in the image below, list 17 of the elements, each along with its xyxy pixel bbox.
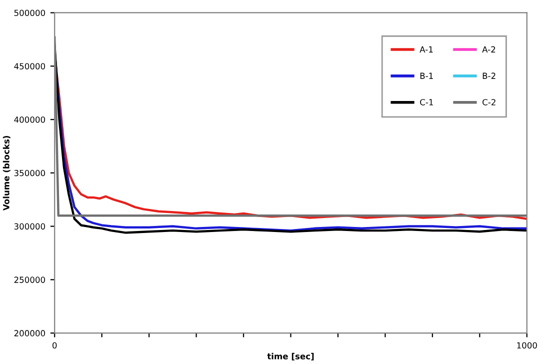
y-tick-label: 300000 [14,223,46,230]
y-tick-label: 500000 [14,10,46,16]
y-tick-label: 200000 [14,330,46,336]
y-tick-label: 250000 [14,276,46,283]
legend-label: A-1 [420,46,433,52]
y-tick-label: 350000 [14,170,46,176]
legend-label: B-1 [420,72,433,79]
legend-label: A-2 [482,46,496,52]
y-tick-label: 400000 [14,116,46,123]
legend-label: C-1 [420,99,433,106]
legend-label: B-2 [482,72,496,79]
x-tick-label: 1000 [517,342,537,349]
y-tick-label: 450000 [14,63,46,70]
legend-label: C-2 [482,99,496,106]
y-axis-title: Volume (blocks) [2,136,10,211]
x-tick-label: 0 [52,342,57,349]
x-axis-title: time [sec] [267,352,314,360]
